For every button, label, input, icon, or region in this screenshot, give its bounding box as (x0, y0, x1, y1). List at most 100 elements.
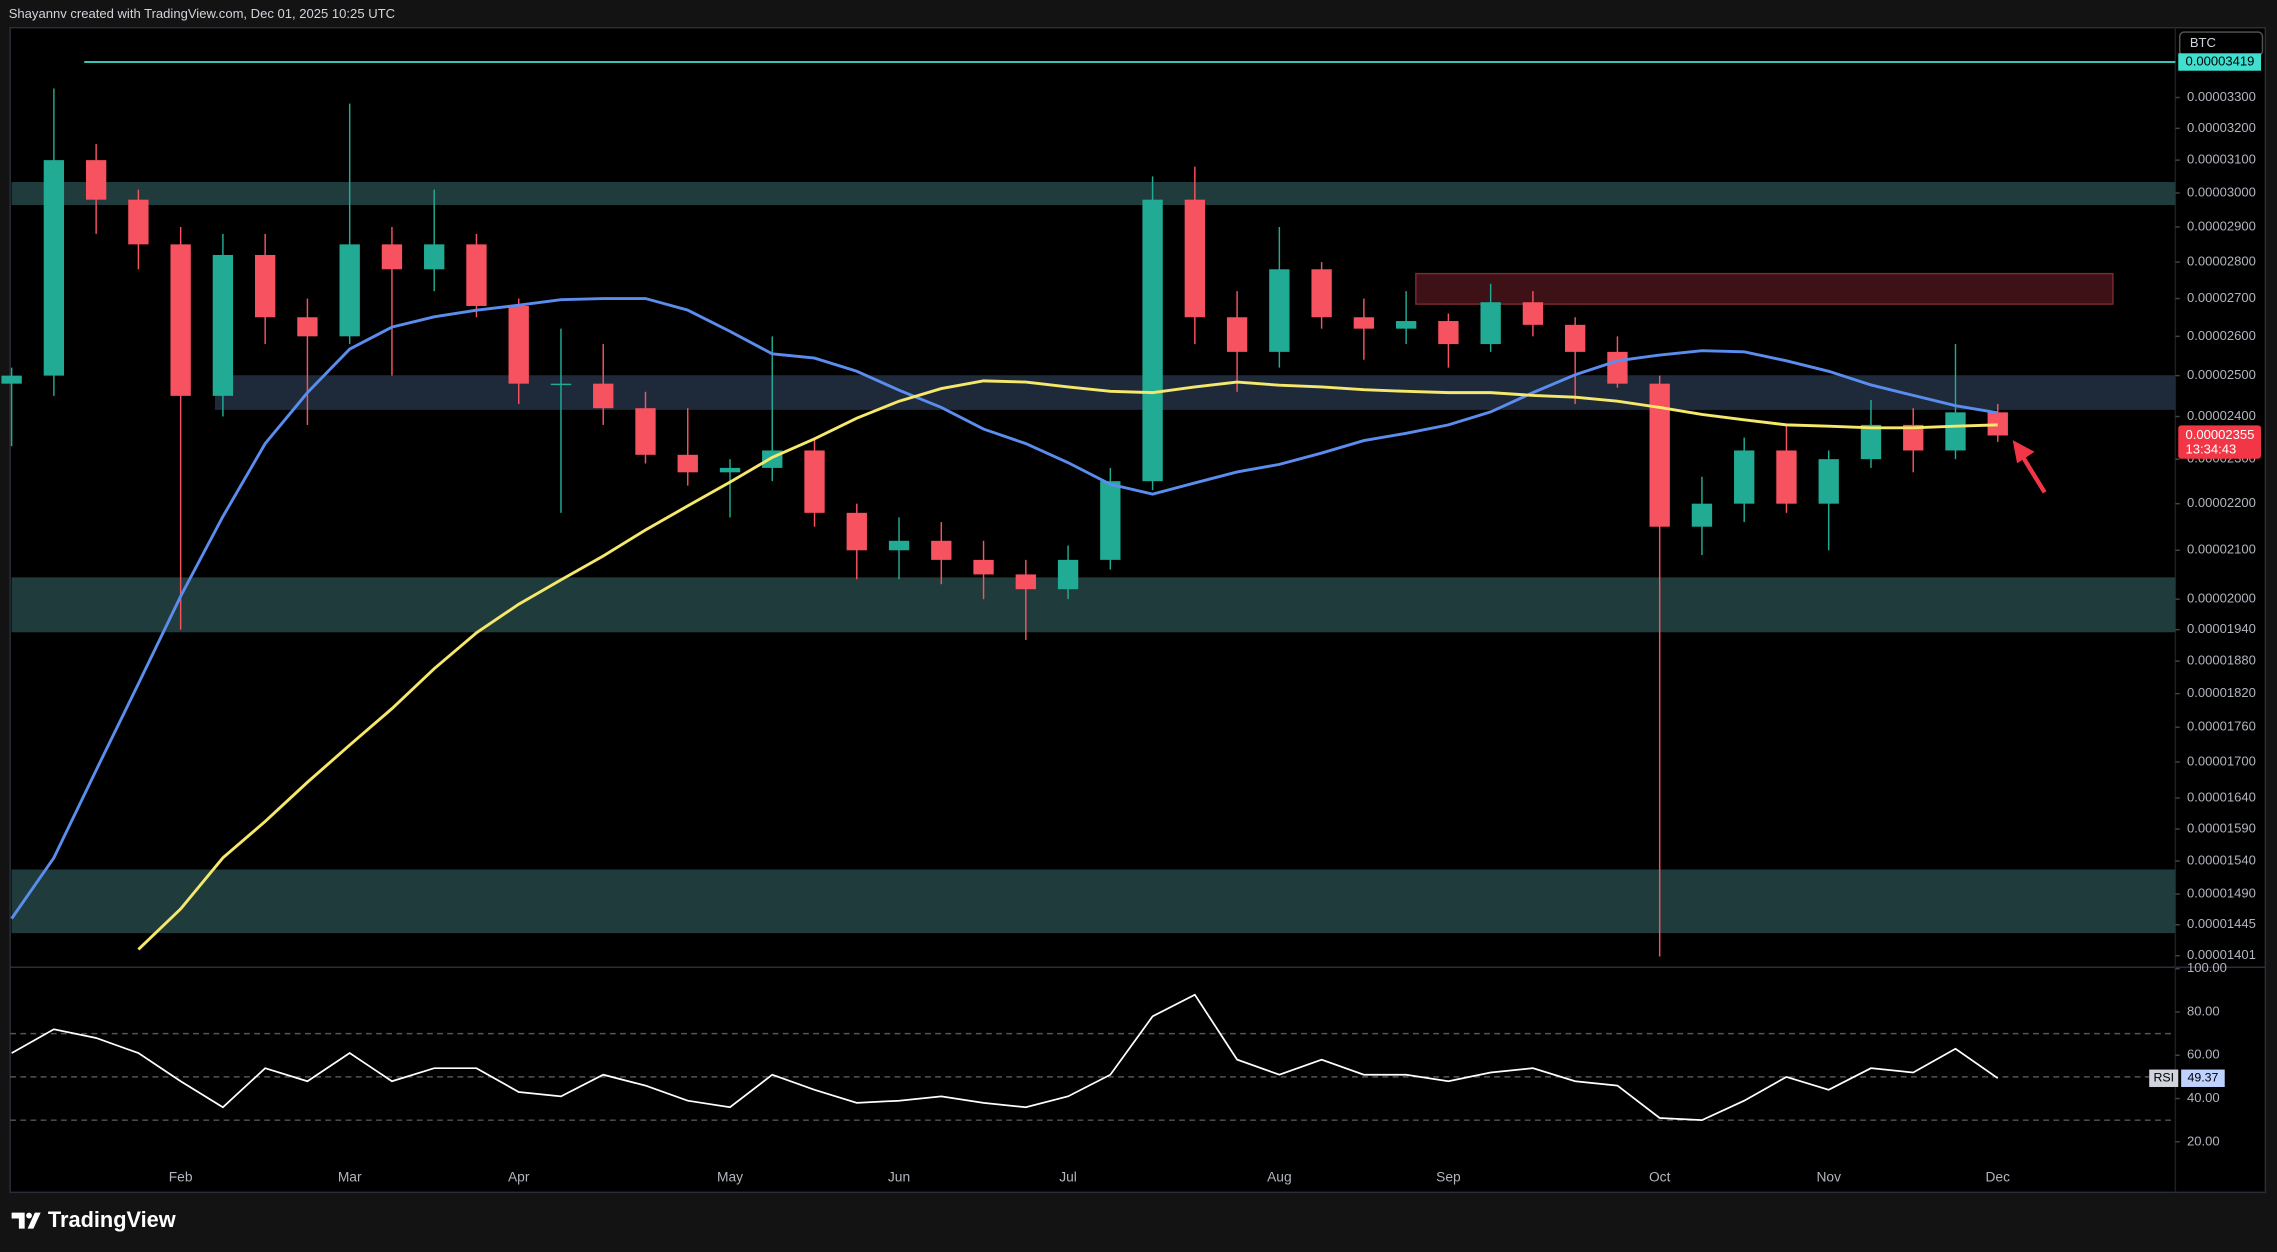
y-tick-label: 0.00002700 (2187, 290, 2256, 305)
candle-body (508, 305, 529, 384)
y-tick-label: 0.00002400 (2187, 408, 2256, 423)
zone (1415, 272, 2114, 305)
brand: TradingView (48, 1207, 176, 1232)
y-tick-label: 0.00002600 (2187, 328, 2256, 343)
x-tick-label: May (717, 1169, 743, 1184)
candle-body (43, 160, 65, 376)
rsi-tick-label: 40.00 (2187, 1090, 2220, 1105)
x-tick-label: Dec (1985, 1169, 2010, 1184)
candle-body (1269, 269, 1290, 352)
symbol: BTC (2190, 35, 2216, 50)
y-tick-label: 0.00001490 (2187, 886, 2256, 901)
zone (11, 577, 2176, 633)
price-label-bg (2178, 425, 2262, 459)
candle-body (931, 540, 952, 560)
candle-body (846, 512, 867, 551)
candle-body (635, 408, 656, 455)
arrow (2012, 440, 2047, 494)
y-axis: 0.00003300 0.00003200 0.00003100 0.00003000… (2175, 89, 2256, 962)
y-tick-label: 0.00001540 (2187, 852, 2256, 867)
candle-body (1100, 481, 1121, 560)
logo (11, 1212, 41, 1229)
candle-body (804, 450, 825, 513)
zone (11, 182, 2176, 206)
x-tick-label: Mar (338, 1169, 362, 1184)
candle-body (1353, 317, 1375, 329)
candle-body (1, 375, 22, 384)
candle-body (1734, 450, 1755, 504)
y-tick-label: 0.00001700 (2187, 753, 2256, 768)
rsi-value: 49.37 (2188, 1071, 2219, 1085)
rsi-value-bg (2181, 1069, 2225, 1087)
x-tick-label: Sep (1436, 1169, 1461, 1184)
candle-body (212, 254, 234, 396)
y-tick-label: 0.00002500 (2187, 367, 2256, 382)
y-tick-label: 0.00002900 (2187, 218, 2256, 233)
candle-body (1691, 503, 1713, 527)
y-tick-label: 0.00003000 (2187, 184, 2256, 199)
candle-body (973, 559, 994, 575)
y-tick-label: 0.00002200 (2187, 495, 2256, 510)
candle-body (1945, 412, 1966, 451)
y-tick-label: 0.00003200 (2187, 120, 2256, 135)
y-tick-label: 0.00001445 (2187, 916, 2256, 931)
y-tick-label: 0.00001940 (2187, 621, 2256, 636)
candle-body (1607, 351, 1628, 384)
price-label: 0.00002355 (2186, 427, 2255, 442)
countdown: 13:34:43 (2186, 441, 2237, 456)
moving-average (137, 379, 1998, 951)
level-label-bg (2178, 53, 2262, 71)
candle-body (1438, 321, 1459, 345)
y-tick-label: 0.00002800 (2187, 254, 2256, 269)
zone (11, 869, 2176, 934)
y-tick-label: 0.00001880 (2187, 653, 2256, 668)
y-tick-label: 0.00003100 (2187, 152, 2256, 167)
rsi-name-bg (2149, 1069, 2179, 1087)
x-tick-label: Nov (1816, 1169, 1841, 1184)
candle-body (550, 383, 572, 386)
candle-body (1142, 199, 1163, 482)
logo-icon (11, 1212, 41, 1229)
candle-body (1818, 459, 1839, 504)
candle-body (888, 540, 910, 551)
logo-dot (26, 1212, 32, 1219)
candle-body (593, 383, 614, 409)
candle-body (1565, 324, 1586, 352)
rsi-tick-label: 20.00 (2187, 1133, 2220, 1148)
rsi-line (11, 993, 1999, 1122)
level-label: 0.00003419 (2186, 53, 2255, 68)
arrow-shaft (2019, 453, 2047, 494)
candle-body (1184, 199, 1206, 318)
candle-body (1903, 424, 1924, 451)
candle-body (1311, 269, 1332, 318)
candle-body (1860, 424, 1882, 460)
candle-body (255, 254, 276, 318)
candle-body (1480, 302, 1501, 345)
candle-body (1649, 383, 1670, 527)
x-tick-label: Apr (508, 1169, 530, 1184)
y-tick-label: 0.00001401 (2187, 947, 2256, 962)
arrow-head (2012, 440, 2035, 464)
y-tick-label: 0.00002100 (2187, 542, 2256, 557)
x-tick-label: Oct (1649, 1169, 1671, 1184)
x-tick-label: Aug (1267, 1169, 1292, 1184)
candle-body (1015, 574, 1036, 590)
candle-body (170, 244, 191, 396)
candle-body (128, 199, 149, 245)
candle-body (381, 244, 403, 270)
candle-body (1395, 321, 1417, 329)
y-tick-label: 0.00001820 (2187, 685, 2256, 700)
y-tick-label: 0.00001640 (2187, 789, 2256, 804)
candle-body (1987, 412, 2008, 436)
candle-body (1522, 302, 1544, 325)
y-tick-label: 0.00003300 (2187, 89, 2256, 104)
rsi-tick-label: 80.00 (2187, 1003, 2220, 1018)
candle-body (1057, 559, 1079, 590)
candle-body (339, 244, 360, 337)
candle-body (424, 244, 445, 270)
zone (214, 375, 2176, 410)
candle-body (85, 160, 107, 200)
candle-body (466, 244, 487, 306)
